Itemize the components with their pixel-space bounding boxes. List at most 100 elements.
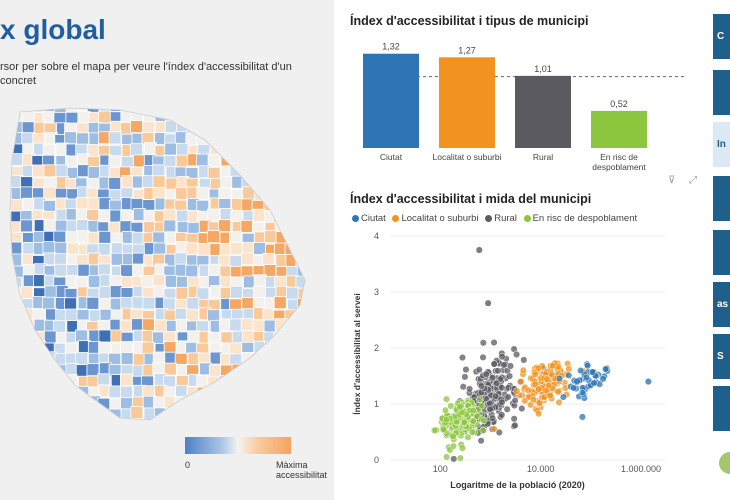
- municipality[interactable]: [264, 352, 278, 365]
- municipality[interactable]: [164, 120, 178, 134]
- municipality[interactable]: [295, 209, 308, 223]
- municipality[interactable]: [264, 100, 278, 113]
- municipality[interactable]: [65, 407, 79, 420]
- municipality[interactable]: [229, 318, 243, 332]
- scatter-point[interactable]: [524, 386, 532, 394]
- municipality[interactable]: [152, 164, 166, 178]
- municipality[interactable]: [198, 397, 212, 411]
- municipality[interactable]: [209, 132, 223, 146]
- scatter-point[interactable]: [439, 425, 447, 433]
- municipality[interactable]: [196, 186, 210, 200]
- municipality[interactable]: [141, 175, 155, 189]
- municipality[interactable]: [220, 331, 234, 345]
- scatter-point[interactable]: [480, 417, 488, 425]
- municipality[interactable]: [196, 153, 210, 167]
- municipality[interactable]: [142, 121, 155, 135]
- municipality[interactable]: [284, 407, 298, 420]
- scatter-point[interactable]: [599, 375, 607, 383]
- municipality[interactable]: [273, 175, 287, 189]
- municipality[interactable]: [108, 408, 122, 421]
- scatter-point[interactable]: [565, 371, 573, 379]
- scatter-point[interactable]: [518, 404, 526, 413]
- municipality[interactable]: [75, 329, 89, 343]
- municipality[interactable]: [284, 386, 298, 399]
- scatter-point[interactable]: [542, 386, 550, 394]
- scatter-point[interactable]: [441, 406, 449, 414]
- municipality[interactable]: [109, 285, 123, 299]
- municipality[interactable]: [0, 155, 13, 168]
- municipality[interactable]: [11, 364, 25, 378]
- scatter-point[interactable]: [449, 432, 457, 440]
- municipality[interactable]: [309, 178, 321, 190]
- scatter-point[interactable]: [498, 384, 506, 392]
- municipality[interactable]: [241, 252, 254, 266]
- municipality[interactable]: [175, 100, 189, 112]
- municipality[interactable]: [97, 397, 111, 411]
- municipality[interactable]: [286, 155, 299, 169]
- scatter-point[interactable]: [490, 425, 498, 433]
- municipality[interactable]: [296, 120, 309, 134]
- municipality[interactable]: [264, 230, 277, 244]
- municipality[interactable]: [320, 264, 332, 276]
- legend-item-risc[interactable]: En risc de despoblament: [523, 213, 637, 224]
- municipality[interactable]: [320, 332, 332, 344]
- municipality[interactable]: [298, 341, 310, 355]
- municipality[interactable]: [1, 144, 14, 158]
- municipality[interactable]: [273, 142, 286, 156]
- municipality[interactable]: [77, 263, 91, 277]
- municipality[interactable]: [21, 407, 35, 420]
- scatter-point[interactable]: [478, 402, 486, 410]
- scatter-point[interactable]: [555, 374, 564, 383]
- municipality[interactable]: [10, 407, 24, 420]
- municipality[interactable]: [251, 352, 265, 366]
- municipality[interactable]: [231, 396, 244, 410]
- municipality[interactable]: [119, 341, 133, 354]
- municipality[interactable]: [44, 417, 58, 430]
- municipality[interactable]: [264, 375, 278, 389]
- municipality[interactable]: [120, 264, 133, 278]
- municipality[interactable]: [31, 352, 45, 366]
- municipality[interactable]: [54, 408, 68, 421]
- municipality[interactable]: [87, 197, 101, 211]
- municipality[interactable]: [308, 343, 320, 355]
- municipality[interactable]: [285, 219, 298, 232]
- municipality[interactable]: [207, 154, 221, 168]
- scatter-point[interactable]: [506, 362, 515, 370]
- municipality[interactable]: [86, 296, 100, 310]
- municipality[interactable]: [154, 109, 168, 123]
- municipality[interactable]: [296, 241, 309, 255]
- municipality[interactable]: [120, 352, 134, 365]
- municipality[interactable]: [21, 363, 35, 377]
- municipality[interactable]: [186, 297, 200, 310]
- municipality[interactable]: [20, 286, 34, 299]
- municipality[interactable]: [132, 252, 145, 266]
- scatter-point[interactable]: [578, 413, 586, 421]
- municipality[interactable]: [164, 274, 178, 288]
- municipality[interactable]: [253, 397, 266, 411]
- municipality[interactable]: [130, 120, 143, 134]
- municipality[interactable]: [307, 298, 319, 310]
- municipality[interactable]: [284, 376, 298, 389]
- expand-icon[interactable]: ⤢: [689, 175, 697, 186]
- municipality[interactable]: [98, 110, 111, 124]
- municipality[interactable]: [319, 353, 331, 365]
- scatter-point[interactable]: [510, 415, 518, 423]
- municipality[interactable]: [21, 418, 35, 430]
- municipality[interactable]: [209, 142, 223, 156]
- municipality[interactable]: [153, 418, 166, 430]
- municipality[interactable]: [274, 397, 288, 411]
- municipality[interactable]: [152, 175, 166, 189]
- municipality[interactable]: [53, 385, 67, 399]
- municipality[interactable]: [120, 296, 134, 310]
- municipality[interactable]: [251, 133, 265, 147]
- municipality[interactable]: [42, 110, 56, 124]
- municipality[interactable]: [275, 100, 289, 113]
- scatter-point[interactable]: [516, 378, 524, 386]
- scatter-point[interactable]: [493, 379, 501, 387]
- municipality[interactable]: [121, 100, 135, 112]
- municipality[interactable]: [21, 132, 35, 145]
- municipality[interactable]: [185, 264, 199, 278]
- municipality[interactable]: [298, 230, 310, 244]
- municipality[interactable]: [10, 384, 23, 398]
- municipality[interactable]: [297, 100, 310, 113]
